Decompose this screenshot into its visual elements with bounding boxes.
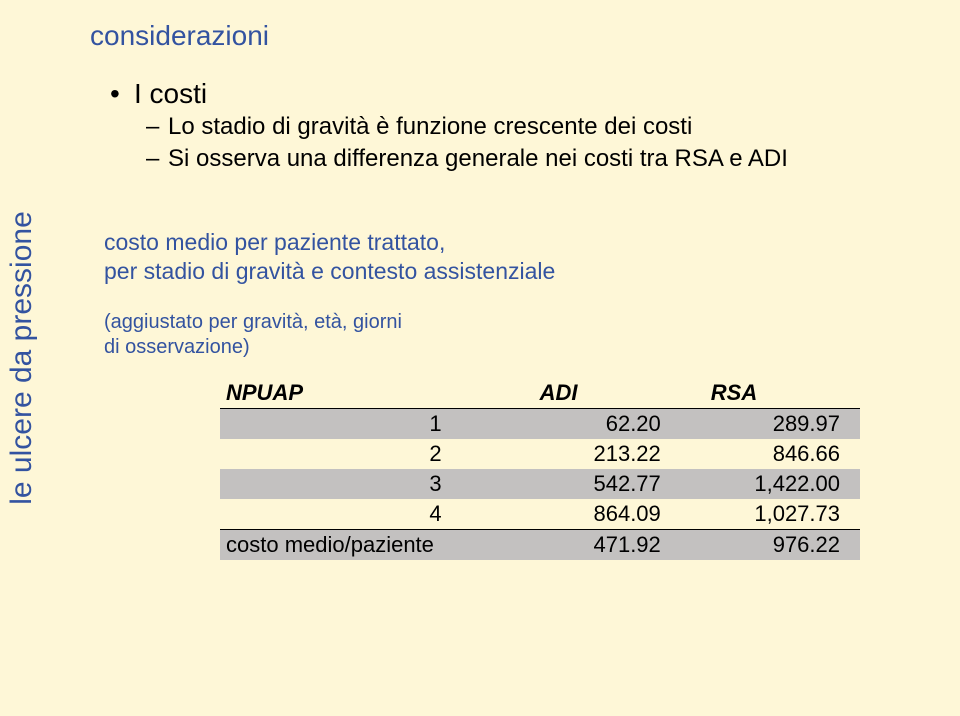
table-row: 1 62.20 289.97 [220,408,860,439]
bullet-block: I costi Lo stadio di gravità è funzione … [104,78,920,174]
col-header-rsa: RSA [681,378,860,409]
subheading-line1: costo medio per paziente trattato, [104,228,920,257]
cell: 976.22 [681,529,860,560]
cell: 1 [220,408,502,439]
cell: 1,422.00 [681,469,860,499]
subnote-line2: di osservazione) [104,335,920,360]
slide-title: considerazioni [90,20,920,52]
sidebar-vertical-label: le ulcere da pressione [5,211,39,505]
cell: 3 [220,469,502,499]
cell: 2 [220,439,502,469]
cell: 542.77 [502,469,681,499]
table-row: 3 542.77 1,422.00 [220,469,860,499]
bullet-level2-a: Lo stadio di gravità è funzione crescent… [146,112,920,142]
cell: 289.97 [681,408,860,439]
cell: 213.22 [502,439,681,469]
subheading-line2: per stadio di gravità e contesto assiste… [104,257,920,286]
cell: 846.66 [681,439,860,469]
cost-table: NPUAP ADI RSA 1 62.20 289.97 2 213.22 84… [220,378,860,560]
footer-label: costo medio/paziente [220,529,502,560]
bullet-level1: I costi [110,78,920,110]
cell: 62.20 [502,408,681,439]
table-row: 4 864.09 1,027.73 [220,499,860,530]
cell: 1,027.73 [681,499,860,530]
cell: 4 [220,499,502,530]
subnote-line1: (aggiustato per gravità, età, giorni [104,310,920,335]
cell: 471.92 [502,529,681,560]
table-header-row: NPUAP ADI RSA [220,378,860,409]
col-header-adi: ADI [502,378,681,409]
table-row: 2 213.22 846.66 [220,439,860,469]
subheading-block: costo medio per paziente trattato, per s… [104,228,920,360]
slide: le ulcere da pressione considerazioni I … [0,0,960,716]
table-footer-row: costo medio/paziente 471.92 976.22 [220,529,860,560]
cell: 864.09 [502,499,681,530]
col-header-npuap: NPUAP [220,378,502,409]
bullet-level2-b: Si osserva una differenza generale nei c… [146,144,920,174]
